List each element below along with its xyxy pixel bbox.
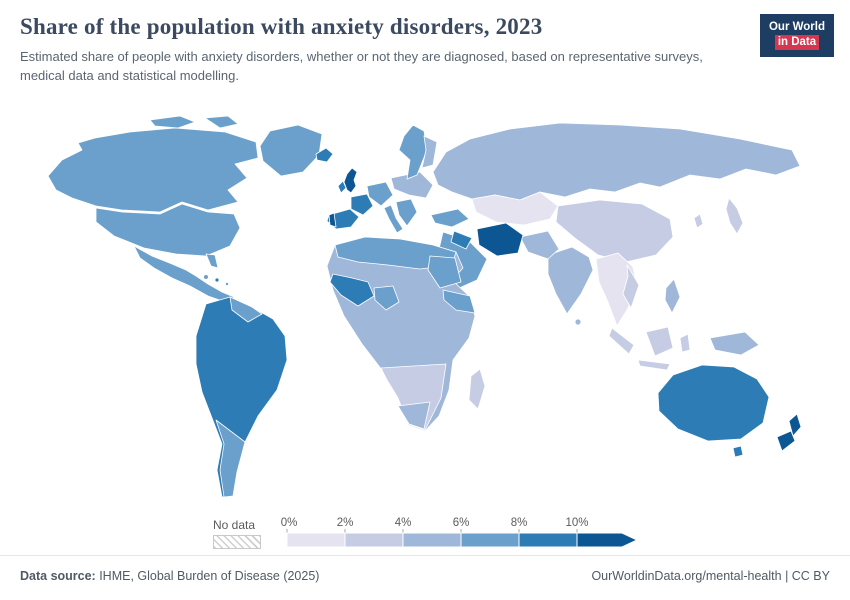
region-eastern-europe[interactable] xyxy=(390,171,434,199)
legend-bin-2-4[interactable] xyxy=(344,532,404,548)
legend-tick-4: 8% xyxy=(511,517,528,529)
region-iraq[interactable] xyxy=(450,230,473,250)
chart-header: Share of the population with anxiety dis… xyxy=(20,14,750,86)
page-title: Share of the population with anxiety dis… xyxy=(20,14,543,39)
region-cuba[interactable] xyxy=(203,274,209,280)
legend-bin-8-10[interactable] xyxy=(518,532,578,548)
owid-logo-line1: Our World xyxy=(768,21,825,33)
region-arctic-islands[interactable] xyxy=(149,115,196,129)
legend-tick-0: 0% xyxy=(281,517,297,529)
region-new-guinea[interactable] xyxy=(709,331,760,356)
region-mexico-central-america[interactable] xyxy=(133,245,235,304)
region-sri-lanka[interactable] xyxy=(574,318,582,326)
chart-footer: Data source: IHME, Global Burden of Dise… xyxy=(0,555,850,600)
region-ireland[interactable] xyxy=(337,180,347,194)
region-united-kingdom[interactable] xyxy=(343,167,358,194)
region-scandinavia[interactable] xyxy=(398,124,428,180)
legend-color-scale: 0% 2% 4% 6% 8% 10% xyxy=(281,516,653,549)
region-borneo[interactable] xyxy=(645,326,674,357)
region-russia[interactable] xyxy=(432,122,801,201)
data-source-text: IHME, Global Burden of Disease (2025) xyxy=(95,569,320,583)
region-central-europe[interactable] xyxy=(366,181,394,207)
region-egypt-sudan[interactable] xyxy=(427,255,462,289)
region-japan[interactable] xyxy=(725,197,744,235)
region-southern-africa[interactable] xyxy=(380,363,447,431)
region-italy[interactable] xyxy=(383,204,404,234)
region-australia[interactable] xyxy=(657,364,770,442)
legend-tick-2: 4% xyxy=(395,517,412,529)
legend-tick-3: 6% xyxy=(453,517,470,529)
region-usa[interactable] xyxy=(95,203,241,257)
region-caribbean-island[interactable] xyxy=(224,281,229,286)
region-argentina[interactable] xyxy=(215,419,246,498)
legend-no-data[interactable]: No data xyxy=(213,518,261,549)
region-south-africa[interactable] xyxy=(397,401,431,430)
region-vietnam[interactable] xyxy=(622,264,640,309)
page-subtitle: Estimated share of people with anxiety d… xyxy=(20,49,703,83)
region-west-africa[interactable] xyxy=(329,273,375,307)
region-nigeria-cameroon[interactable] xyxy=(373,285,400,311)
data-source: Data source: IHME, Global Burden of Dise… xyxy=(20,569,319,583)
region-venezuela[interactable] xyxy=(229,296,263,323)
region-iceland[interactable] xyxy=(315,147,334,163)
region-florida[interactable] xyxy=(205,253,219,269)
region-philippines[interactable] xyxy=(664,278,681,314)
region-china[interactable] xyxy=(555,199,674,263)
owid-logo-line2: in Data xyxy=(774,34,820,50)
legend-tick-1: 2% xyxy=(337,517,354,529)
region-turkey[interactable] xyxy=(430,208,470,228)
region-korea[interactable] xyxy=(693,213,704,229)
region-south-america-core[interactable] xyxy=(195,296,288,498)
data-source-label: Data source: xyxy=(20,569,96,583)
region-new-zealand-north[interactable] xyxy=(788,413,802,437)
region-greenland[interactable] xyxy=(259,124,323,177)
world-choropleth-map[interactable] xyxy=(0,98,850,516)
legend-no-data-label: No data xyxy=(213,518,256,532)
region-sulawesi[interactable] xyxy=(679,333,691,353)
region-france[interactable] xyxy=(350,193,374,216)
legend-bin-10-plus-arrow[interactable] xyxy=(576,532,639,548)
region-horn-of-africa[interactable] xyxy=(442,289,476,314)
region-finland[interactable] xyxy=(421,135,438,169)
owid-logo: Our World in Data xyxy=(759,14,834,57)
region-pakistan-afghanistan[interactable] xyxy=(519,230,560,260)
legend-bin-6-8[interactable] xyxy=(460,532,520,548)
region-sumatra[interactable] xyxy=(608,327,635,355)
region-central-asia[interactable] xyxy=(471,191,559,226)
region-canada[interactable] xyxy=(47,127,259,213)
region-se-asia-mainland[interactable] xyxy=(595,252,638,327)
region-java[interactable] xyxy=(637,359,671,371)
legend-no-data-swatch[interactable] xyxy=(213,535,261,549)
region-new-zealand-south[interactable] xyxy=(776,430,796,452)
region-tasmania[interactable] xyxy=(732,445,744,458)
owid-url-license[interactable]: OurWorldinData.org/mental-health | CC BY xyxy=(591,569,830,583)
legend-bin-0-2[interactable] xyxy=(286,532,346,548)
region-balkans-greece[interactable] xyxy=(395,198,418,227)
legend-tick-5: 10% xyxy=(565,517,588,529)
legend-bin-4-6[interactable] xyxy=(402,532,462,548)
region-madagascar[interactable] xyxy=(468,368,486,410)
region-portugal[interactable] xyxy=(328,212,337,228)
region-iran[interactable] xyxy=(476,222,524,257)
region-india[interactable] xyxy=(547,246,594,315)
map-legend: No data 0% 2% 4% 6% 8% 10% xyxy=(213,516,653,549)
legend-tick-marks xyxy=(286,529,578,533)
region-arctic-islands-2[interactable] xyxy=(204,115,239,129)
region-hispaniola[interactable] xyxy=(214,277,220,283)
